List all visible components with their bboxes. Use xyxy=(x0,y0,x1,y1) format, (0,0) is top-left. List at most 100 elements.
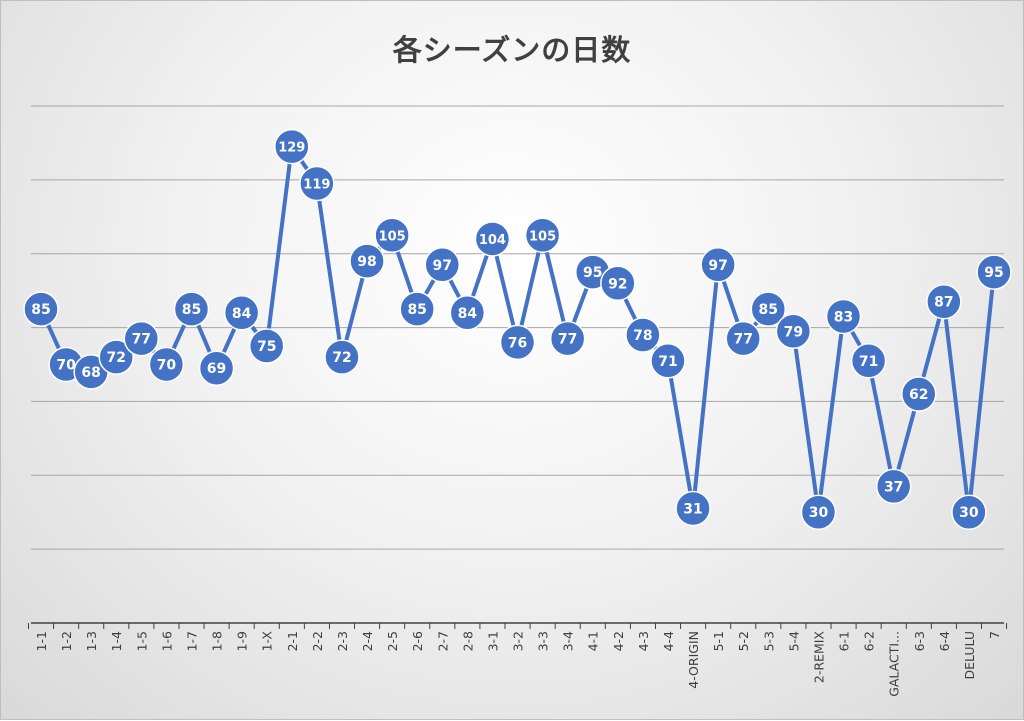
data-marker xyxy=(700,247,736,283)
data-label: 72 xyxy=(106,350,125,366)
data-marker xyxy=(299,165,335,202)
x-tick-label: 1-X xyxy=(260,631,275,652)
x-tick-label: 5-3 xyxy=(761,631,776,651)
data-marker xyxy=(424,247,461,283)
data-marker xyxy=(274,128,310,165)
x-tick-label: 2-7 xyxy=(435,631,450,651)
data-marker xyxy=(499,324,536,361)
x-tick-labels: 1-1 1-2 1-3 1-4 1-5 1-6 1-7 1-8 1-9 1-X 2-1 2-2 2-3 2… xyxy=(34,631,1002,697)
data-point: 71 xyxy=(650,343,686,379)
data-marker xyxy=(675,490,711,527)
data-marker xyxy=(449,295,486,331)
x-tick-label: 3-4 xyxy=(561,631,576,651)
data-marker xyxy=(951,494,987,530)
x-tick-label: 4-4 xyxy=(661,631,676,651)
data-label: 83 xyxy=(834,309,853,325)
x-tick-label: 1-4 xyxy=(109,631,124,651)
data-point: 97 xyxy=(700,247,736,283)
data-point: 98 xyxy=(349,243,385,279)
data-point: 30 xyxy=(951,494,987,530)
data-label: 62 xyxy=(909,387,928,403)
x-tick-label: 2-3 xyxy=(335,631,350,651)
data-point: 105 xyxy=(374,217,410,253)
data-label: 70 xyxy=(157,358,177,374)
data-label: 85 xyxy=(407,302,426,318)
x-tick-label: 5-1 xyxy=(711,631,726,651)
x-tick-label: 1-1 xyxy=(34,631,49,651)
data-label: 77 xyxy=(132,332,151,348)
data-label: 95 xyxy=(984,265,1003,281)
data-marker xyxy=(600,265,636,302)
x-tick-label: 1-5 xyxy=(134,631,149,651)
data-marker xyxy=(926,283,962,320)
data-label: 84 xyxy=(458,306,478,322)
data-label: 97 xyxy=(433,258,452,274)
data-marker xyxy=(725,320,761,357)
data-marker xyxy=(650,343,686,379)
data-marker xyxy=(148,346,185,383)
data-point: 72 xyxy=(324,339,360,375)
data-marker xyxy=(324,339,360,375)
data-point: 37 xyxy=(875,468,912,505)
data-label: 37 xyxy=(884,479,903,495)
x-tick-label: 1-7 xyxy=(184,631,199,651)
data-point: 79 xyxy=(775,313,812,350)
data-point: 85 xyxy=(23,291,59,327)
data-marker xyxy=(123,320,160,357)
data-point: 31 xyxy=(675,490,711,527)
data-point: 105 xyxy=(524,217,561,253)
chart-title: 各シーズンの日数 xyxy=(392,33,632,67)
data-marker xyxy=(800,494,837,530)
data-label: 105 xyxy=(379,229,406,244)
data-label: 97 xyxy=(708,258,727,274)
data-point: 30 xyxy=(800,494,837,530)
data-label: 95 xyxy=(583,265,602,281)
data-marker xyxy=(901,376,937,412)
data-point: 69 xyxy=(198,350,235,386)
x-tick-label: 6-1 xyxy=(837,631,852,651)
data-point: 84 xyxy=(449,295,486,331)
data-marker xyxy=(248,328,285,364)
data-marker xyxy=(474,221,511,257)
x-tick-label: 1-2 xyxy=(59,631,74,651)
x-tick-label: 1-9 xyxy=(235,631,250,651)
data-label: 98 xyxy=(357,254,376,270)
data-point: 85 xyxy=(399,291,435,327)
x-tick-label: 3-1 xyxy=(485,631,500,651)
data-label: 68 xyxy=(81,365,100,381)
gridlines xyxy=(31,105,1004,550)
x-tick-label: 2-1 xyxy=(285,631,300,651)
x-tick-label: 6-4 xyxy=(937,631,952,651)
data-marker xyxy=(625,317,661,353)
x-tick-label: DELULU xyxy=(962,631,977,680)
x-tick-label: 1-3 xyxy=(84,631,99,651)
data-label: 69 xyxy=(207,361,226,377)
data-point: 95 xyxy=(976,254,1012,290)
data-point: 87 xyxy=(926,283,962,320)
data-marker xyxy=(198,350,235,386)
x-tick-label: 2-6 xyxy=(410,631,425,651)
data-point: 85 xyxy=(750,291,787,327)
data-label: 31 xyxy=(683,502,702,518)
data-marker xyxy=(976,254,1012,290)
data-point: 78 xyxy=(625,317,661,353)
x-tick-label: 2-5 xyxy=(385,631,400,651)
data-label: 71 xyxy=(658,354,677,370)
x-tick-label: 2-2 xyxy=(310,631,325,651)
data-label: 85 xyxy=(31,302,50,318)
data-marker xyxy=(98,339,134,375)
x-tick-label: 1-6 xyxy=(159,631,174,651)
data-marker xyxy=(349,243,385,279)
data-marker xyxy=(549,320,586,357)
data-marker xyxy=(750,291,787,327)
data-marker xyxy=(875,468,912,505)
x-tick-label: 4-ORIGIN xyxy=(686,631,701,689)
data-label: 78 xyxy=(633,328,652,344)
data-label: 85 xyxy=(759,302,778,318)
data-label: 70 xyxy=(56,358,76,374)
data-label: 87 xyxy=(934,295,953,311)
data-label: 77 xyxy=(558,332,577,348)
data-label: 119 xyxy=(303,178,330,193)
